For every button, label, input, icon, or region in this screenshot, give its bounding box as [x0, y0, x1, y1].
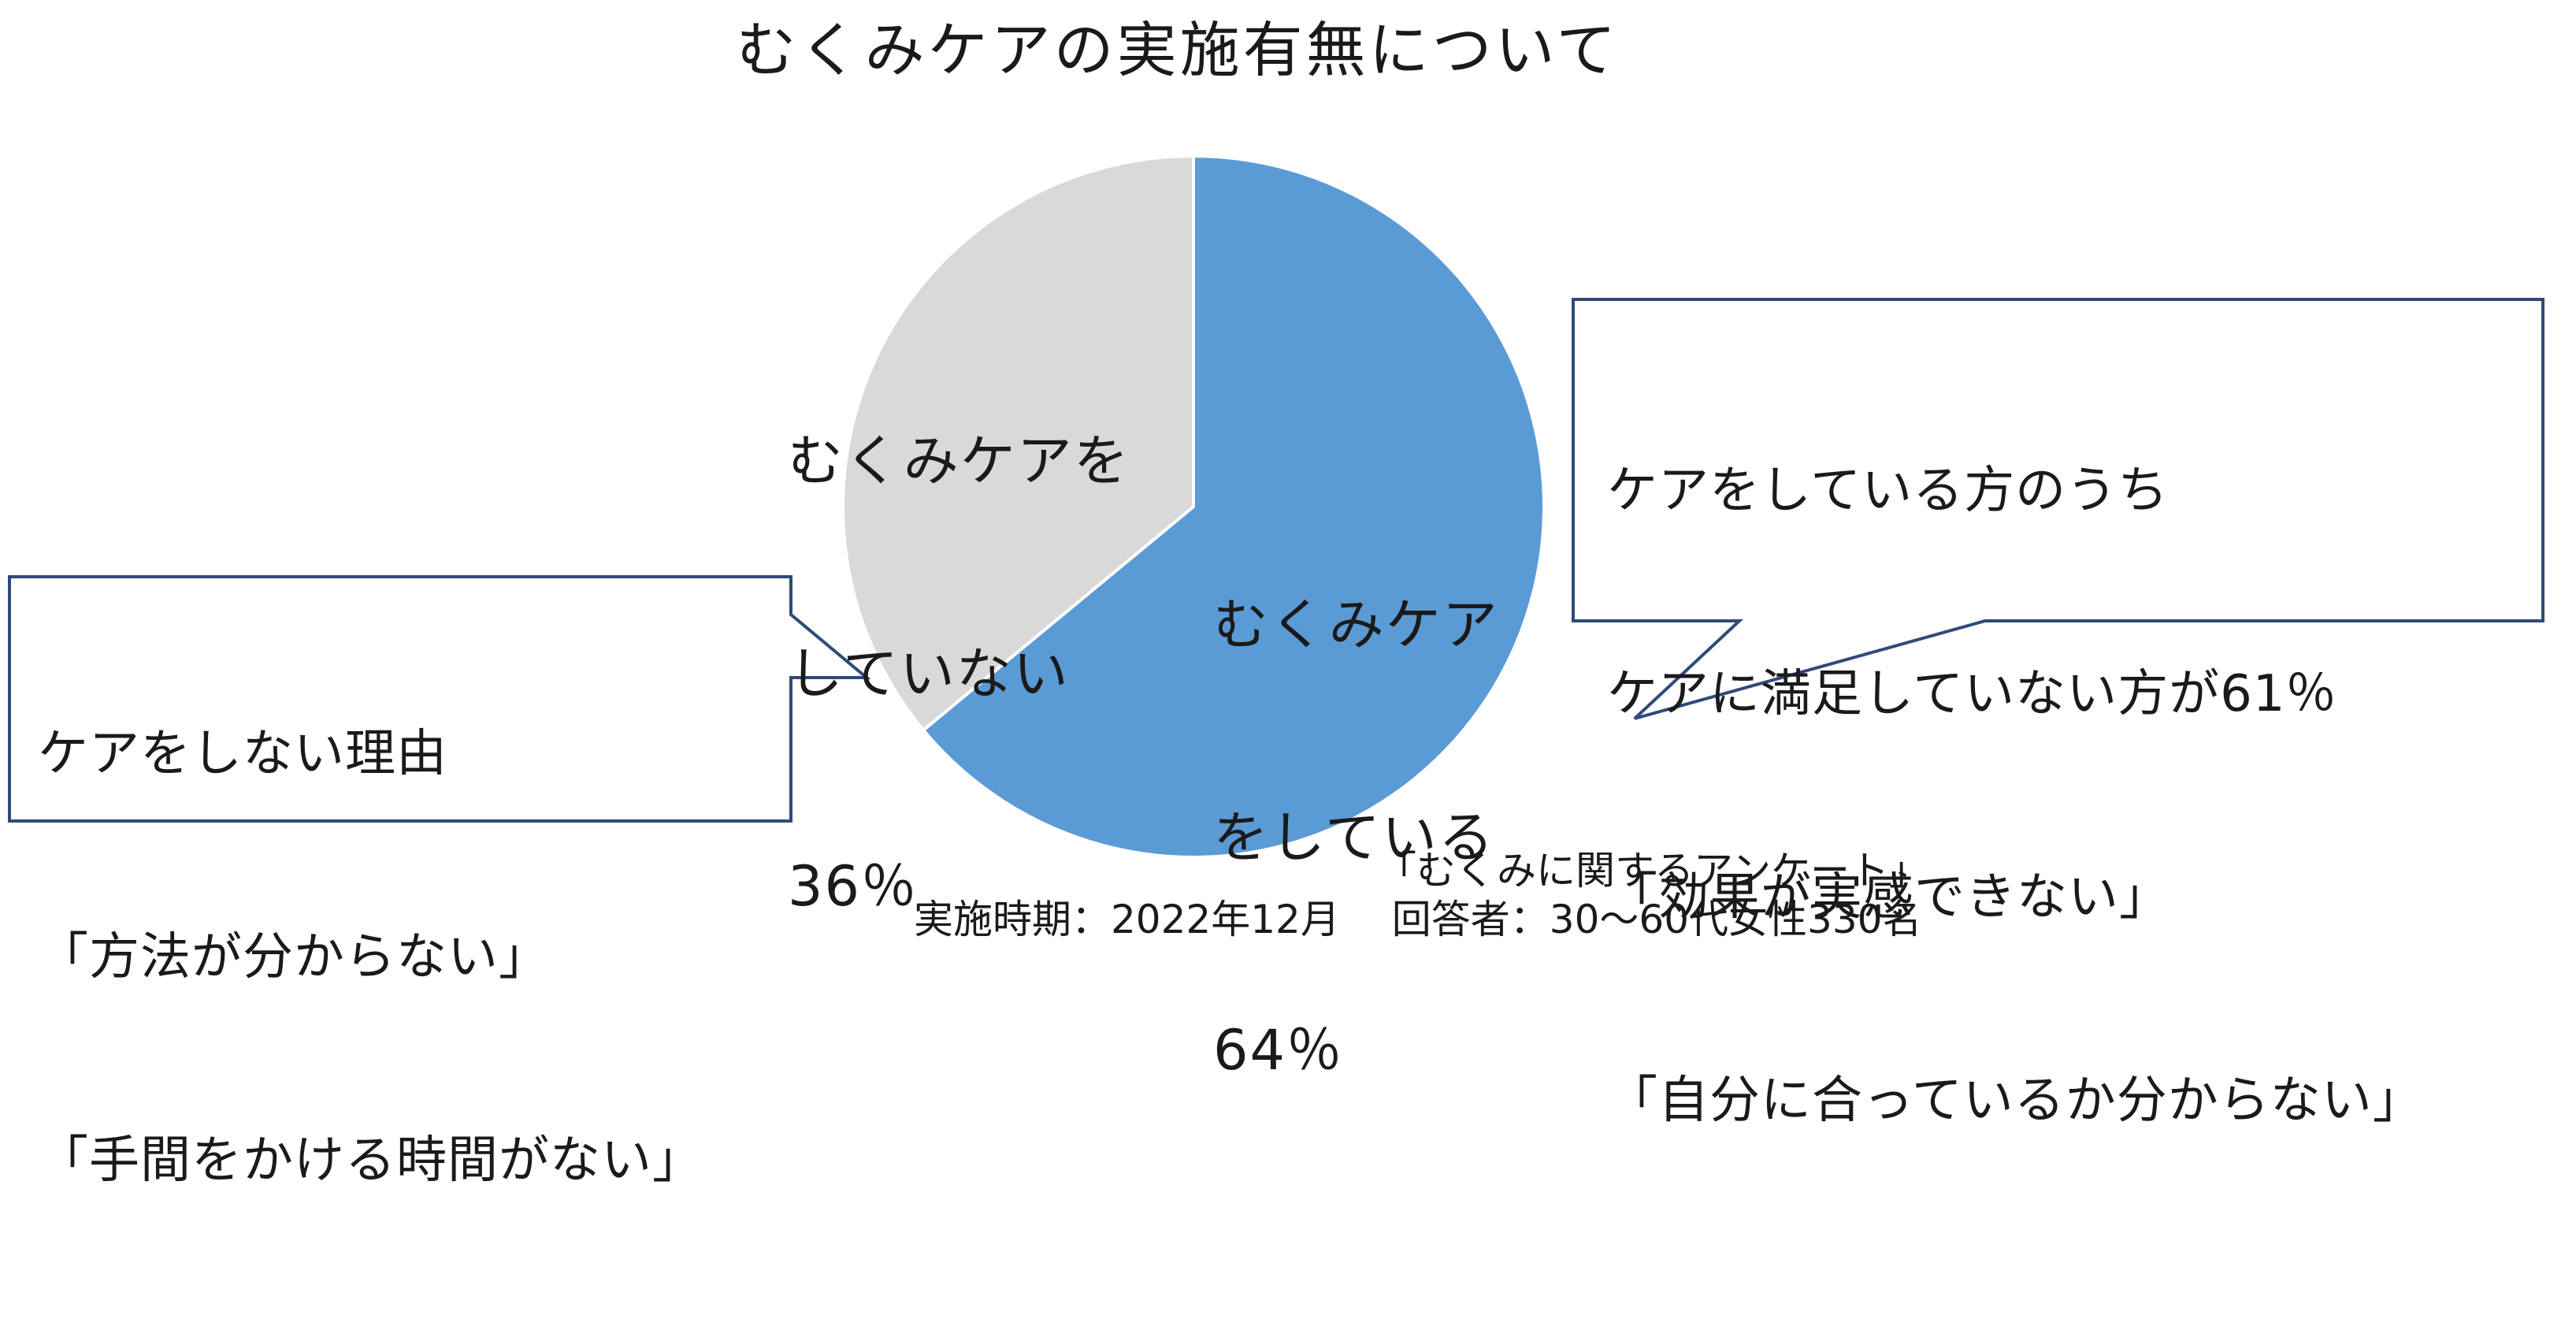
slice-label-line: むくみケアを — [788, 429, 1130, 493]
callout-right-text: ケアをしている方のうち ケアに満足していない方が61％ 「効果が実感できない」 … — [1607, 321, 2424, 1270]
callout-left-box — [8, 575, 871, 823]
pie-chart — [8, 154, 2544, 859]
chart-figure: むくみケアの実施有無について むくみケアを していない 36％ むくみケア をし… — [8, 15, 2544, 1190]
pie-slice-1 — [841, 154, 1195, 733]
callout-line: 「自分に合っているか分からない」 — [1607, 1072, 2424, 1130]
slice-value-label: 36％ — [788, 854, 919, 919]
callout-right-box — [1572, 298, 2544, 720]
callout-line: ケアをしている方のうち — [1607, 462, 2170, 520]
callout-line: ケアに満足していない方が61％ — [1607, 665, 2337, 723]
callout-line: 「手間をかける時間がない」 — [38, 1131, 703, 1190]
callout-line: ケアをしない理由 — [38, 725, 447, 783]
source-details: 実施時期：2022年12月 回答者：30～60代女性330名 — [914, 897, 1922, 942]
callout-line: 「方法が分からない」 — [38, 928, 550, 986]
slice-label-doing-care: むくみケア をしている 64％ — [1213, 448, 1499, 1228]
slice-label-line: をしている — [1213, 805, 1495, 870]
source-survey-name: 「むくみに関するアンケート」 — [1377, 848, 1928, 893]
slice-label-line: していない — [788, 641, 1070, 706]
callout-line: 「効果が実感できない」 — [1607, 868, 2170, 927]
slice-label-not-doing-care: むくみケアを していない 36％ — [788, 284, 1130, 1064]
slice-value-label: 64％ — [1213, 1018, 1344, 1083]
pie-slice-0 — [921, 154, 1546, 859]
pie-slices — [841, 154, 1546, 859]
chart-title: むくみケアの実施有無について — [736, 15, 1620, 85]
slice-label-line: むくみケア — [1213, 593, 1499, 657]
callout-left-text: ケアをしない理由 「方法が分からない」 「手間をかける時間がない」 — [38, 585, 703, 1330]
